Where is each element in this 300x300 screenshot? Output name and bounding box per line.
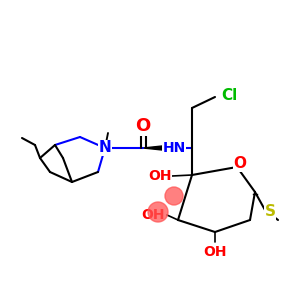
Circle shape xyxy=(165,187,183,205)
Text: HN: HN xyxy=(162,141,186,155)
Text: O: O xyxy=(233,157,247,172)
Text: OH: OH xyxy=(141,208,165,222)
Text: OH: OH xyxy=(148,169,172,183)
Text: O: O xyxy=(135,117,151,135)
Text: OH: OH xyxy=(141,208,165,222)
Text: Cl: Cl xyxy=(221,88,237,103)
Text: OH: OH xyxy=(148,169,172,183)
Circle shape xyxy=(148,202,168,222)
Text: N: N xyxy=(99,140,111,155)
Text: OH: OH xyxy=(203,245,227,259)
Text: S: S xyxy=(265,205,275,220)
Polygon shape xyxy=(143,146,162,150)
